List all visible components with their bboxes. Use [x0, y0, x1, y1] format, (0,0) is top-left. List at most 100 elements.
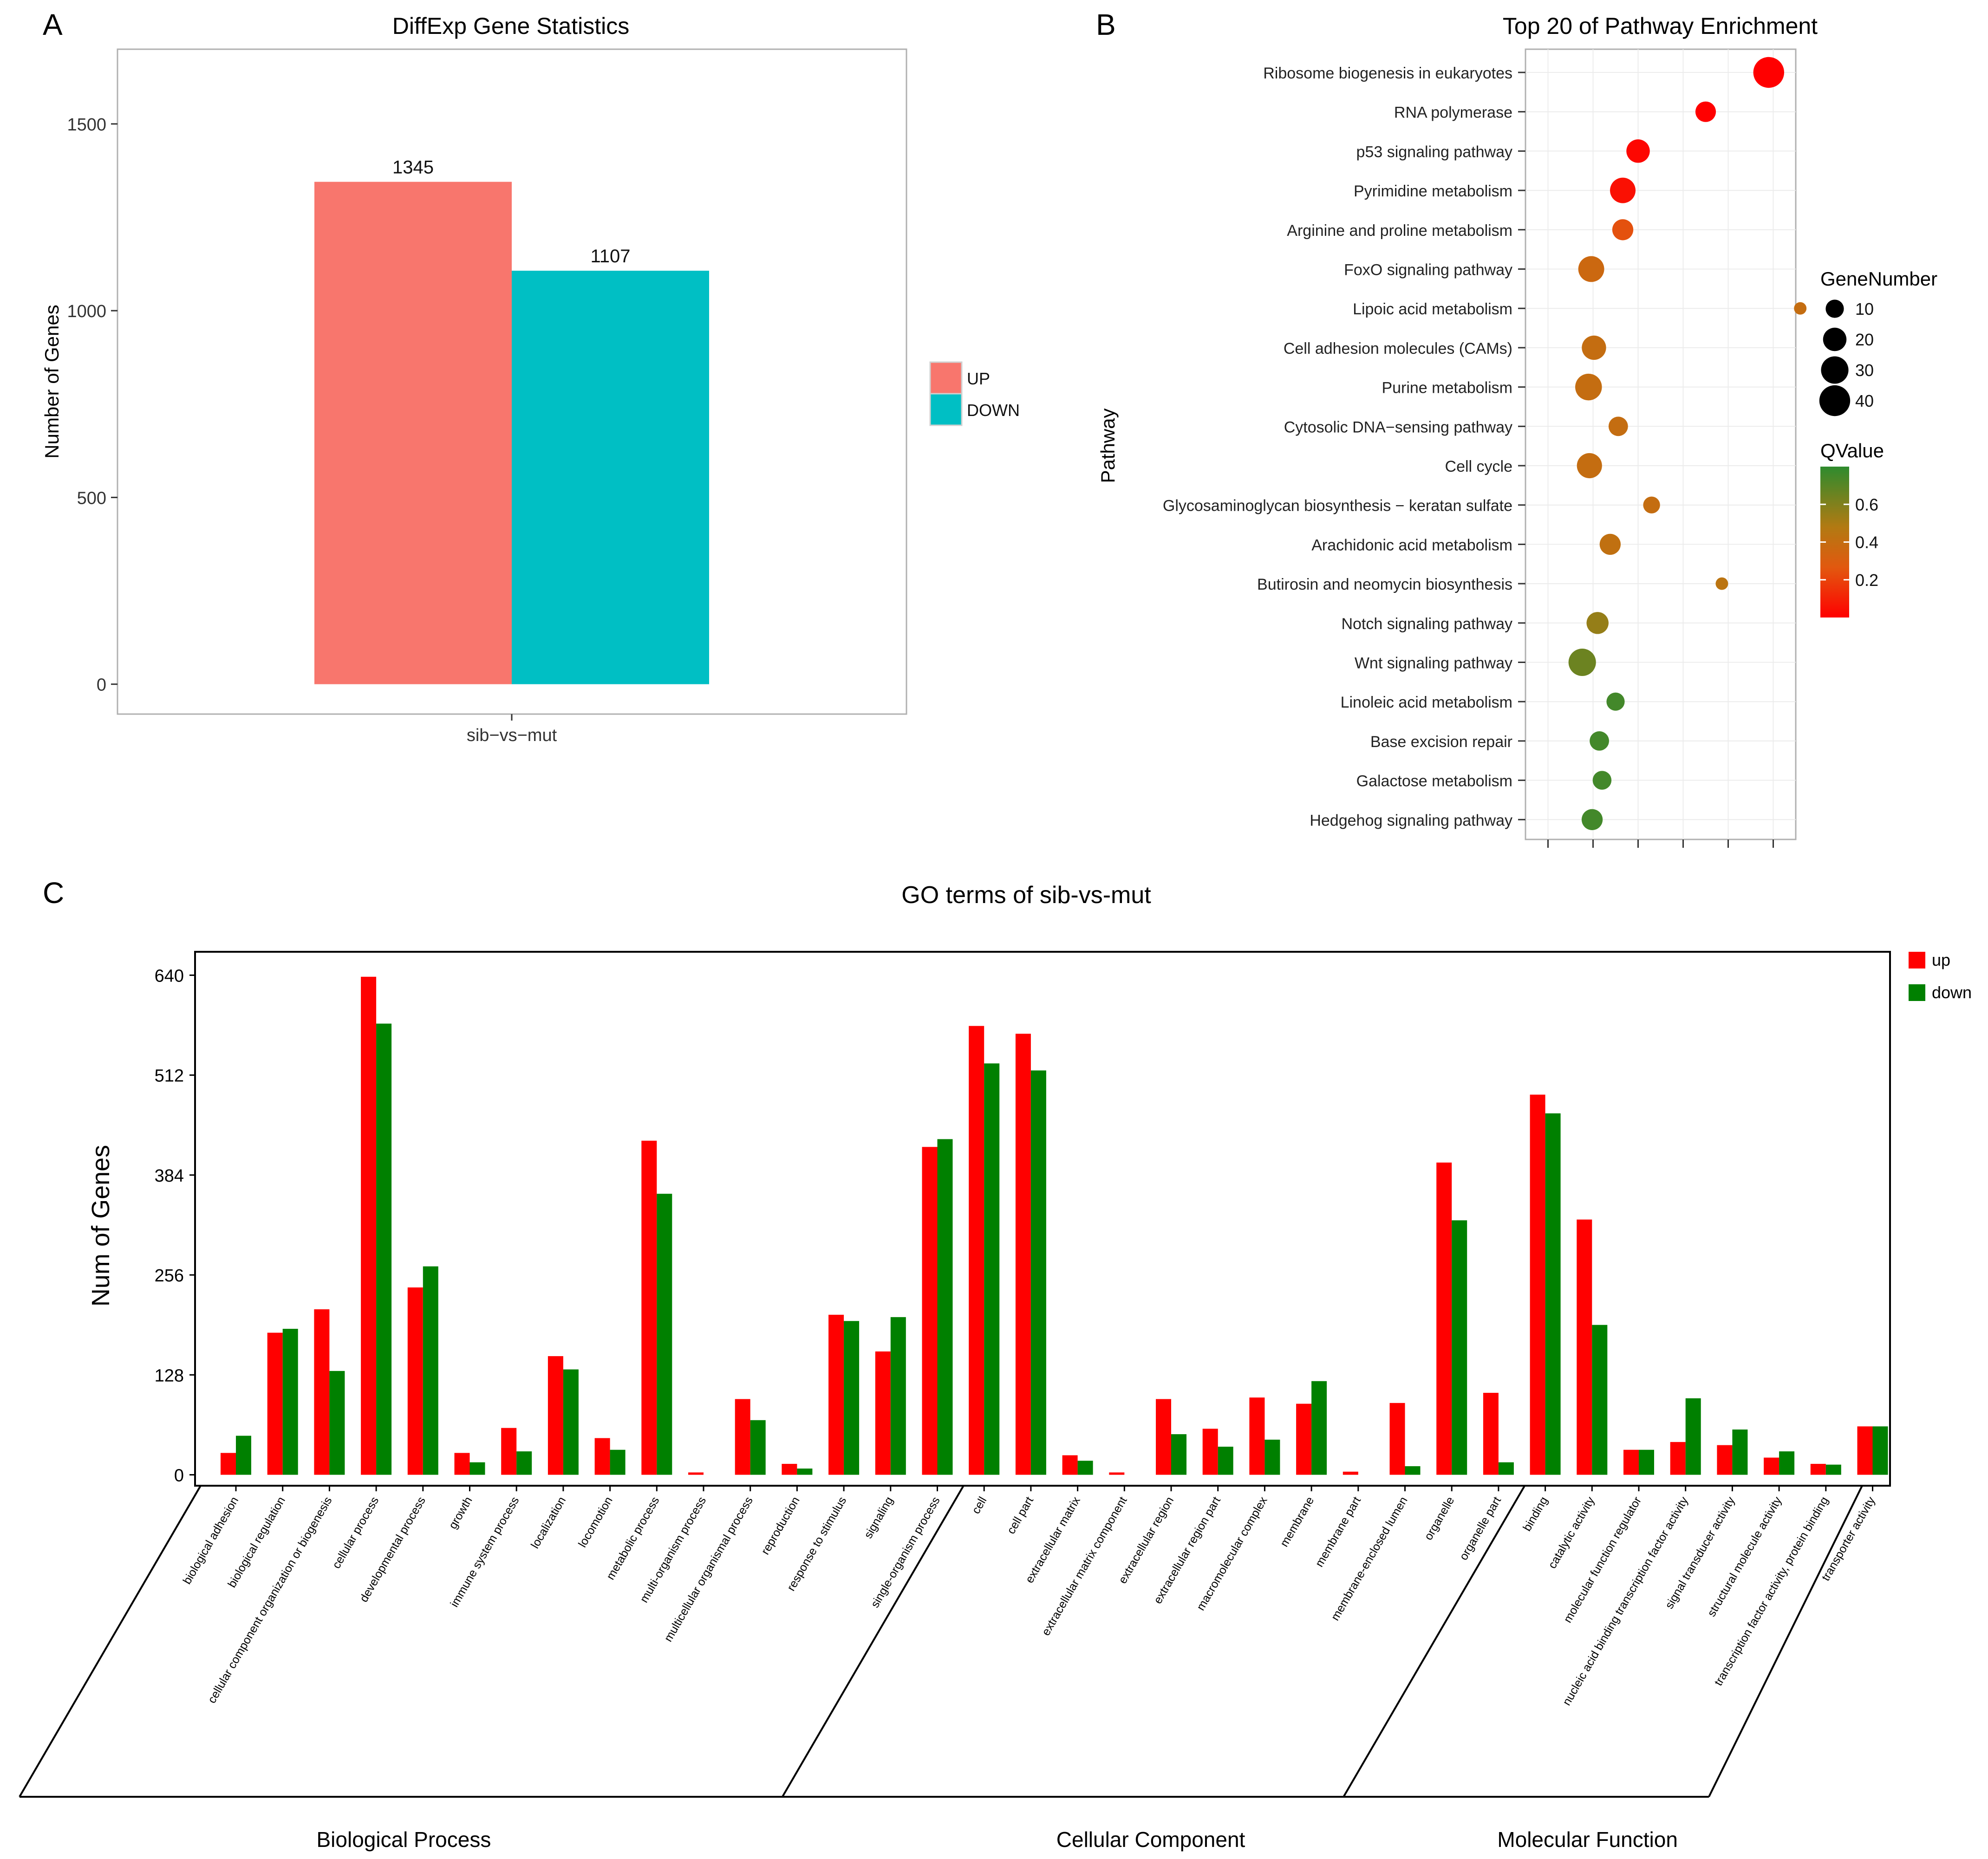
pathway-label: Linoleic acid metabolism — [1341, 694, 1512, 711]
bar-down — [1452, 1220, 1467, 1475]
y-tick-label: 640 — [155, 966, 184, 986]
y-tick-label: 128 — [155, 1366, 184, 1385]
bar-up — [221, 1453, 236, 1475]
bar-down — [1171, 1434, 1186, 1475]
pathway-label: Glycosaminoglycan biosynthesis − keratan… — [1163, 497, 1512, 515]
bar-down — [282, 1329, 298, 1475]
pathway-point — [1695, 101, 1716, 122]
bar-up — [641, 1140, 657, 1475]
bar-up — [501, 1428, 517, 1475]
bar-up — [688, 1472, 704, 1475]
bar-up — [1483, 1392, 1499, 1475]
pathway-label: RNA polymerase — [1394, 104, 1512, 122]
pathway-point — [1794, 302, 1807, 315]
size-legend-dot — [1823, 327, 1847, 351]
bar-down — [1825, 1464, 1841, 1475]
bar-up — [314, 182, 512, 684]
bar-down — [1545, 1113, 1561, 1475]
y-tick-label: 384 — [155, 1166, 184, 1186]
bar-down — [563, 1369, 579, 1475]
bar-up — [735, 1399, 750, 1475]
group-label: Cellular Component — [1056, 1827, 1245, 1852]
pathway-label: Hedgehog signaling pathway — [1310, 812, 1512, 829]
size-legend-label: 40 — [1855, 391, 1874, 410]
go-category-label: growth — [446, 1495, 475, 1531]
pathway-point — [1586, 612, 1609, 634]
bar-up — [1670, 1442, 1686, 1475]
pathway-point — [1575, 373, 1602, 401]
size-legend-label: 10 — [1855, 299, 1874, 318]
pathway-point — [1608, 416, 1628, 436]
pathway-point — [1568, 648, 1596, 676]
pathway-label: Galactose metabolism — [1356, 773, 1512, 790]
bar-up — [1857, 1426, 1873, 1475]
size-legend-title: GeneNumber — [1820, 268, 1937, 290]
panel-b-y-axis-label: Pathway — [1097, 408, 1119, 483]
bar-up — [314, 1309, 330, 1475]
pathway-point — [1578, 256, 1604, 282]
size-legend-dot — [1819, 385, 1851, 416]
bar-up — [1623, 1450, 1639, 1475]
bar-up — [1062, 1455, 1078, 1475]
legend-label-down: down — [1932, 983, 1972, 1002]
pathway-label: Arginine and proline metabolism — [1287, 222, 1512, 240]
pathway-point — [1590, 731, 1609, 751]
bar-up — [922, 1147, 938, 1475]
bar-up — [1343, 1471, 1358, 1475]
pathway-label: Lipoic acid metabolism — [1353, 300, 1512, 318]
pathway-point — [1753, 57, 1784, 88]
pathway-point — [1582, 335, 1606, 360]
go-category-label: molecular function regulator — [1561, 1495, 1644, 1625]
bar-down — [1732, 1429, 1748, 1475]
pathway-point — [1612, 219, 1634, 240]
pathway-label: p53 signaling pathway — [1356, 143, 1512, 161]
y-tick-label: 1000 — [67, 302, 106, 321]
panel-c-y-axis-label: Num of Genes — [87, 1145, 115, 1306]
go-category-label: catalytic activity — [1545, 1495, 1597, 1571]
bar-down — [797, 1469, 813, 1475]
bar-up — [1530, 1094, 1545, 1475]
bar-up — [828, 1314, 844, 1475]
bar-up — [407, 1287, 423, 1475]
go-category-label: cell part — [1004, 1495, 1036, 1536]
bar-down — [1872, 1426, 1888, 1475]
go-category-label: locomotion — [576, 1495, 615, 1550]
go-category-label: cellular process — [330, 1495, 381, 1571]
bar-up — [1436, 1162, 1452, 1475]
bar-value-label: 1345 — [392, 157, 434, 178]
size-legend-dot — [1821, 356, 1849, 384]
bar-down — [1685, 1398, 1701, 1475]
pathway-point — [1606, 692, 1625, 711]
legend-swatch-down — [1909, 984, 1925, 1001]
bar-down — [657, 1194, 672, 1475]
pathway-label: Cell cycle — [1445, 458, 1512, 475]
panel-a-title: DiffExp Gene Statistics — [392, 13, 629, 39]
panel-c-title: GO terms of sib-vs-mut — [901, 882, 1151, 909]
bar-up — [1015, 1034, 1031, 1475]
go-category-label: membrane — [1278, 1495, 1317, 1549]
bar-down — [1779, 1451, 1795, 1475]
group-divider — [1343, 1485, 1525, 1798]
go-category-label: transporter activity — [1819, 1495, 1878, 1583]
pathway-label: Purine metabolism — [1382, 379, 1512, 397]
color-legend-label: 0.2 — [1855, 571, 1878, 590]
bar-up — [1717, 1445, 1733, 1475]
bar-down — [937, 1139, 953, 1475]
bar-up — [267, 1332, 283, 1475]
go-category-label: organelle — [1422, 1495, 1457, 1542]
bar-up — [1109, 1472, 1125, 1475]
pathway-point — [1610, 177, 1636, 203]
bar-up — [594, 1438, 610, 1475]
group-divider — [782, 1485, 965, 1798]
pathway-point — [1599, 533, 1621, 555]
bar-down — [844, 1321, 860, 1475]
group-label: Biological Process — [317, 1827, 491, 1852]
bar-down — [512, 271, 709, 684]
bar-down — [1311, 1381, 1327, 1475]
bar-down — [1030, 1070, 1046, 1475]
y-tick-label: 512 — [155, 1066, 184, 1086]
panel-letter-a: A — [43, 8, 63, 41]
bar-down — [1218, 1446, 1233, 1475]
pathway-label: Base excision repair — [1370, 733, 1512, 751]
